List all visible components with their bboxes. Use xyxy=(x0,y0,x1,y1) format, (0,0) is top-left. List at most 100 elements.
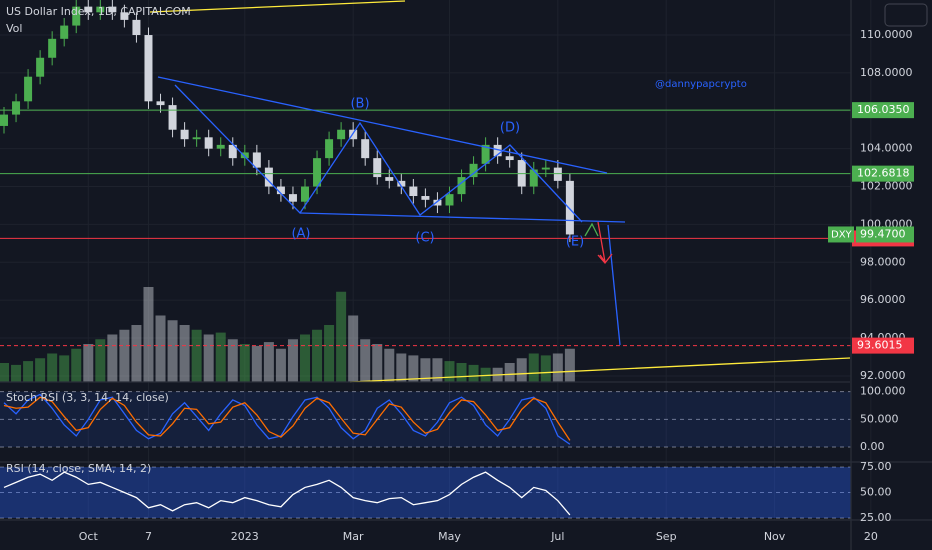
volume-bar xyxy=(324,325,335,382)
volume-bar xyxy=(348,315,359,382)
candle-body xyxy=(204,137,213,149)
volume-bar xyxy=(516,358,527,382)
volume-bar xyxy=(528,353,539,382)
candle-body xyxy=(493,144,502,157)
trend-line xyxy=(157,76,608,174)
volume-bar xyxy=(215,332,226,382)
y-tick-label: 0.00 xyxy=(860,440,885,453)
y-tick-label: 50.000 xyxy=(860,412,899,425)
candle-body xyxy=(301,186,309,202)
volume-bar xyxy=(59,355,70,382)
candle-body xyxy=(72,6,81,26)
volume-bar xyxy=(540,355,551,382)
candle-body xyxy=(0,114,8,126)
series-line xyxy=(3,393,571,445)
candle-body xyxy=(96,6,105,13)
candle-body xyxy=(84,6,93,13)
candle-body xyxy=(252,152,261,168)
candle-body xyxy=(565,180,574,235)
level-label: 106.0350 xyxy=(857,103,910,116)
y-tick-label: 98.0000 xyxy=(860,255,906,268)
volume-bar xyxy=(11,364,22,382)
volume-title: Vol xyxy=(6,22,22,35)
y-tick-label: 104.0000 xyxy=(860,142,913,155)
x-tick-label: 2023 xyxy=(231,530,259,543)
volume-bar xyxy=(239,344,250,382)
last-name: DXY xyxy=(831,229,853,240)
wave-label: (C) xyxy=(415,231,434,246)
menu-button[interactable] xyxy=(884,3,928,27)
last-name-box xyxy=(828,226,854,243)
volume-bar xyxy=(275,348,286,382)
arrow-head xyxy=(584,222,599,237)
volume-bar xyxy=(384,348,395,382)
x-tick-label: May xyxy=(438,530,461,543)
y-tick-label: 96.0000 xyxy=(860,293,906,306)
stoch-title: Stoch RSI (3, 3, 14, 14, close) xyxy=(6,391,169,404)
arrow-head xyxy=(597,253,613,265)
x-tick-label: Jul xyxy=(550,530,564,543)
candle-body xyxy=(276,186,285,195)
volume-bar xyxy=(227,339,238,382)
candle-body xyxy=(144,35,153,102)
level-box xyxy=(852,337,914,354)
watermark: @dannypapcrypto xyxy=(655,79,747,90)
candle-body xyxy=(421,196,430,200)
candle-body xyxy=(12,101,21,115)
volume-bar xyxy=(251,345,262,382)
y-tick-label: 50.00 xyxy=(860,486,892,499)
candle-body xyxy=(433,199,442,206)
rsi-title: RSI (14, close, SMA, 14, 2) xyxy=(6,462,151,475)
candle-body xyxy=(505,156,514,161)
volume-bar xyxy=(35,358,46,382)
candle-body xyxy=(60,25,69,39)
projection xyxy=(607,224,621,346)
x-tick-label: 7 xyxy=(145,530,152,543)
candle-body xyxy=(397,180,406,187)
candle-body xyxy=(349,129,358,140)
candle-body xyxy=(108,6,117,13)
volume-bar xyxy=(468,364,479,382)
candle-body xyxy=(409,186,418,197)
volume-bar xyxy=(408,355,419,382)
wave-label: (E) xyxy=(566,235,584,250)
volume-bar xyxy=(396,353,407,382)
volume-bar xyxy=(203,334,214,382)
level-label: 93.6015 xyxy=(857,339,903,352)
volume-bar xyxy=(336,291,347,382)
candle-body xyxy=(180,129,189,140)
chart-title: US Dollar Index, 1D, CAPITALCOM xyxy=(6,5,191,18)
x-tick-label: Mar xyxy=(343,530,364,543)
x-tick-label: Nov xyxy=(764,530,786,543)
candle-body xyxy=(216,144,225,149)
candle-body xyxy=(325,139,334,159)
grid xyxy=(0,0,872,520)
volume-bar xyxy=(312,329,323,382)
candle-body xyxy=(385,177,394,181)
volume-bar xyxy=(0,363,9,382)
volume-bar xyxy=(107,334,118,382)
y-tick-label: 108.0000 xyxy=(860,66,913,79)
volume-bar xyxy=(372,344,383,382)
wave-label: (B) xyxy=(350,97,369,112)
volume-bar xyxy=(300,334,310,382)
candle-body xyxy=(541,167,550,170)
series-line xyxy=(3,396,571,441)
series-line xyxy=(3,471,571,516)
volume-bar xyxy=(83,344,94,382)
volume-bar xyxy=(131,325,142,382)
y-tick-label: 100.000 xyxy=(860,385,906,398)
candle-body xyxy=(132,19,141,36)
volume-bar xyxy=(432,358,443,382)
marks xyxy=(0,0,851,516)
y-tick-label: 75.00 xyxy=(860,460,892,473)
candle-body xyxy=(373,158,382,178)
x-tick-label: Oct xyxy=(79,530,99,543)
y-tick-label: 110.0000 xyxy=(860,28,913,41)
band xyxy=(0,391,851,448)
trend-line xyxy=(299,212,626,223)
volume-bar xyxy=(564,348,575,382)
volume-bar xyxy=(444,361,455,382)
